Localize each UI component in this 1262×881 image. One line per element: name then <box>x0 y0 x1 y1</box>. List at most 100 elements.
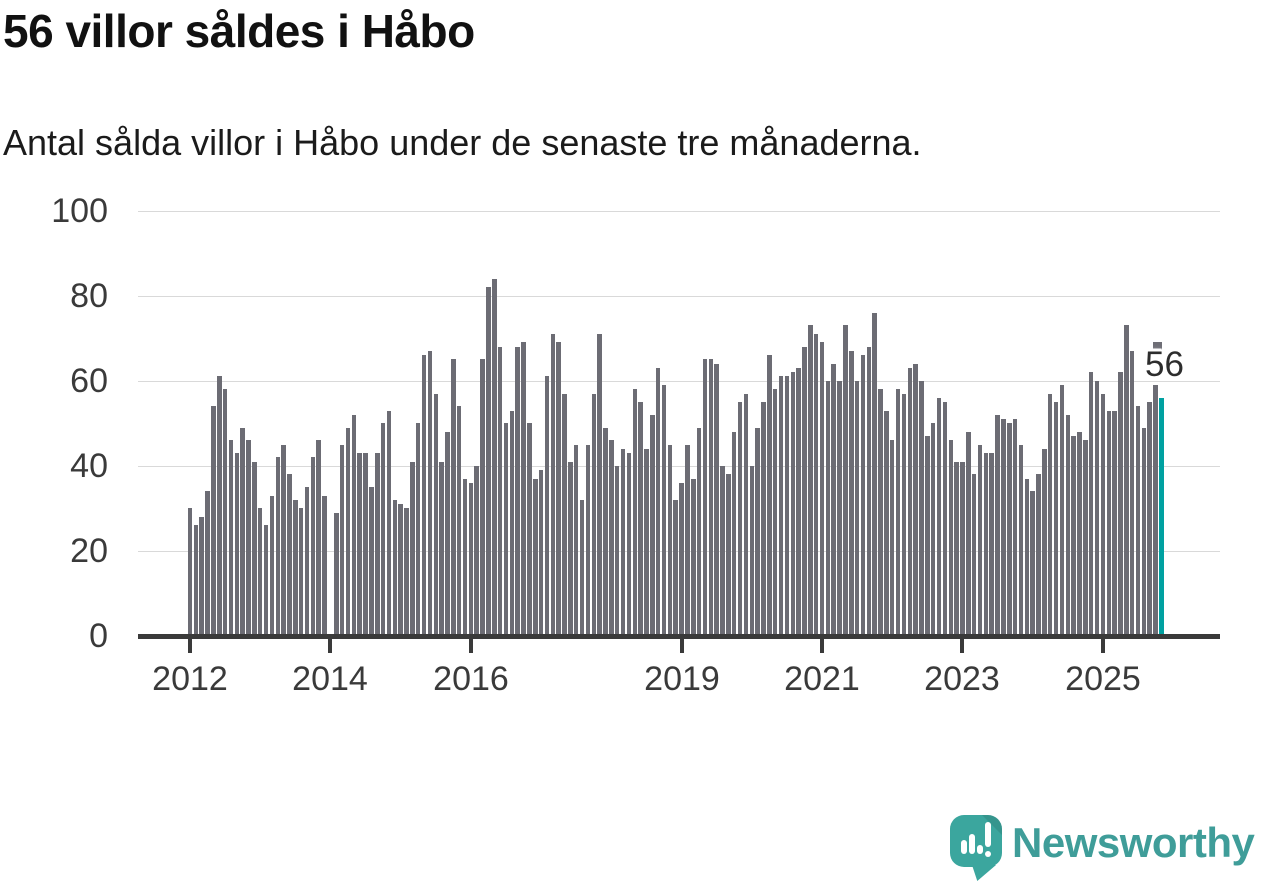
bar <box>585 444 591 636</box>
bar <box>831 363 836 636</box>
bar <box>884 410 889 636</box>
x-axis-label-2012: 2012 <box>152 660 228 698</box>
bar <box>960 461 965 636</box>
x-tick-2016 <box>469 639 473 653</box>
bar <box>644 448 649 636</box>
x-axis-label-2025: 2025 <box>1065 660 1141 698</box>
bar <box>509 410 515 636</box>
bar-top-artifact <box>1153 342 1162 351</box>
bar <box>761 402 766 636</box>
bar <box>626 453 632 636</box>
bar <box>568 461 573 636</box>
bar <box>544 376 550 636</box>
bar <box>1100 393 1106 636</box>
bar <box>1135 406 1141 636</box>
bar <box>451 359 456 636</box>
bar <box>772 389 778 636</box>
bar <box>731 431 737 636</box>
bar <box>187 508 193 636</box>
bar <box>743 393 749 636</box>
x-tick-2023 <box>960 639 964 653</box>
logo-bar-icon <box>961 840 967 854</box>
bar <box>667 444 673 636</box>
bar <box>533 478 538 636</box>
y-axis-label-100: 100 <box>51 192 108 230</box>
bar <box>1071 436 1076 636</box>
bar <box>995 414 1000 636</box>
bar <box>257 508 263 636</box>
bar <box>415 423 421 637</box>
bar <box>872 312 877 636</box>
bar <box>521 342 526 636</box>
bar <box>620 448 626 636</box>
bar <box>1030 491 1035 636</box>
bar <box>222 389 228 636</box>
bar <box>334 512 339 636</box>
bar <box>193 525 199 636</box>
bar-chart: 0 20 40 60 80 100 2012 2014 2016 2019 2021 2023 2025 <box>51 192 1220 698</box>
x-axis-line <box>138 634 1220 639</box>
bar <box>486 287 491 636</box>
bar <box>954 461 959 636</box>
bar <box>673 499 678 636</box>
bar <box>714 363 719 636</box>
gridline-y-60 <box>138 381 1220 382</box>
bar <box>1047 393 1053 636</box>
bar <box>217 376 222 636</box>
bar <box>685 444 690 636</box>
latest-value-label: 56 <box>1145 345 1184 384</box>
bar <box>1153 385 1158 636</box>
bar <box>357 453 362 636</box>
y-axis-label-0: 0 <box>89 617 108 655</box>
bar <box>749 465 755 636</box>
bar <box>679 482 684 636</box>
bar <box>726 474 731 636</box>
bar <box>1088 372 1094 636</box>
bar <box>925 436 930 636</box>
bar <box>849 350 854 636</box>
bar <box>433 393 439 636</box>
bar <box>351 414 357 636</box>
bar <box>269 495 275 636</box>
bar <box>503 423 509 637</box>
bar <box>796 367 801 636</box>
bar <box>1012 419 1018 636</box>
x-tick-2012 <box>188 639 192 653</box>
bar <box>480 359 485 636</box>
bar <box>854 380 860 636</box>
bar <box>1077 431 1082 636</box>
bar <box>895 389 901 636</box>
bar <box>228 440 234 636</box>
bar <box>316 440 321 636</box>
x-axis-label-2019: 2019 <box>644 660 720 698</box>
bar <box>562 393 567 636</box>
bar <box>392 499 398 636</box>
x-axis-label-2023: 2023 <box>924 660 1000 698</box>
bar <box>942 402 948 636</box>
x-axis-label-2021: 2021 <box>784 660 860 698</box>
gridline-y-40 <box>138 466 1220 467</box>
bar <box>497 346 503 636</box>
bar <box>661 385 667 636</box>
logo-exclamation-icon <box>985 822 991 847</box>
bar <box>386 410 392 636</box>
bar <box>515 346 520 636</box>
newsworthy-logo-icon <box>950 815 1002 881</box>
bar <box>737 402 743 636</box>
bar <box>948 440 954 636</box>
bar <box>983 453 989 636</box>
bar <box>427 350 433 636</box>
y-axis-label-60: 60 <box>70 362 108 400</box>
bar <box>527 423 532 637</box>
bar <box>1094 380 1100 636</box>
bar <box>275 457 281 636</box>
bar <box>579 499 585 636</box>
bar <box>597 333 602 636</box>
highlighted-bar-latest <box>1159 397 1164 636</box>
bar <box>363 453 368 636</box>
bar <box>281 444 286 636</box>
bar <box>936 397 942 636</box>
bar <box>375 453 380 636</box>
bar <box>538 470 544 636</box>
page-title: 56 villor såldes i Håbo <box>3 5 475 57</box>
